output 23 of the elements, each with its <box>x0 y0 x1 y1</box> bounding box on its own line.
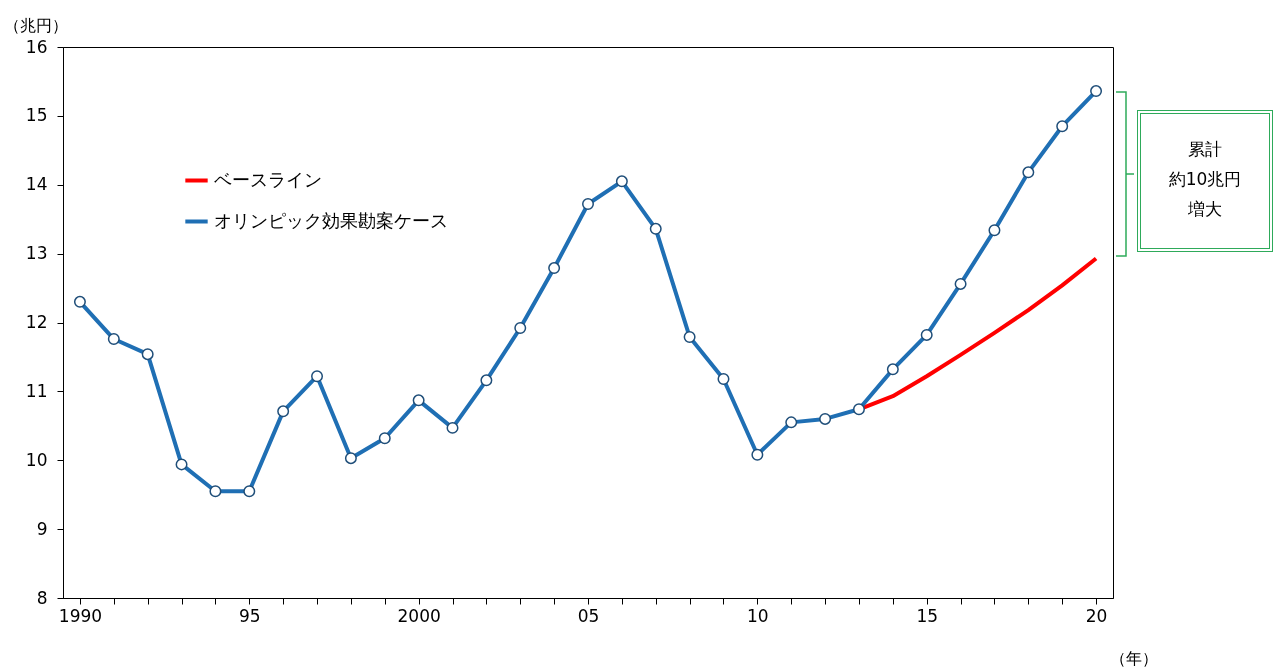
y-tick-label: 9 <box>36 518 48 539</box>
text: 累計 <box>1188 139 1222 159</box>
x-tick-label: 2000 <box>397 605 441 626</box>
x-tick-label: 15 <box>916 605 939 626</box>
legend-label: ベースライン <box>214 168 322 190</box>
y-tick-label: 11 <box>25 380 48 401</box>
y-tick-label: 10 <box>25 449 48 470</box>
y-tick-label: 15 <box>25 105 48 126</box>
x-tick-label: 95 <box>238 605 261 626</box>
y-axis-title: （兆円） <box>3 15 68 35</box>
y-tick-label: 12 <box>25 312 48 332</box>
y-tick-label: 16 <box>25 36 48 57</box>
x-tick-label: 20 <box>1085 605 1108 626</box>
x-tick-label: 10 <box>747 605 769 626</box>
text: 約10兆円 <box>1168 169 1242 189</box>
x-tick-label: 1990 <box>58 605 103 626</box>
text: 増大 <box>1188 199 1222 219</box>
x-axis-title: （年） <box>1109 648 1158 668</box>
legend-label: オリンピック効果勘案ケース <box>214 209 448 231</box>
y-tick-label: 13 <box>25 243 48 264</box>
y-tick-label: 14 <box>25 174 48 195</box>
x-tick-label: 05 <box>577 605 600 626</box>
y-tick-label: 8 <box>36 587 48 608</box>
